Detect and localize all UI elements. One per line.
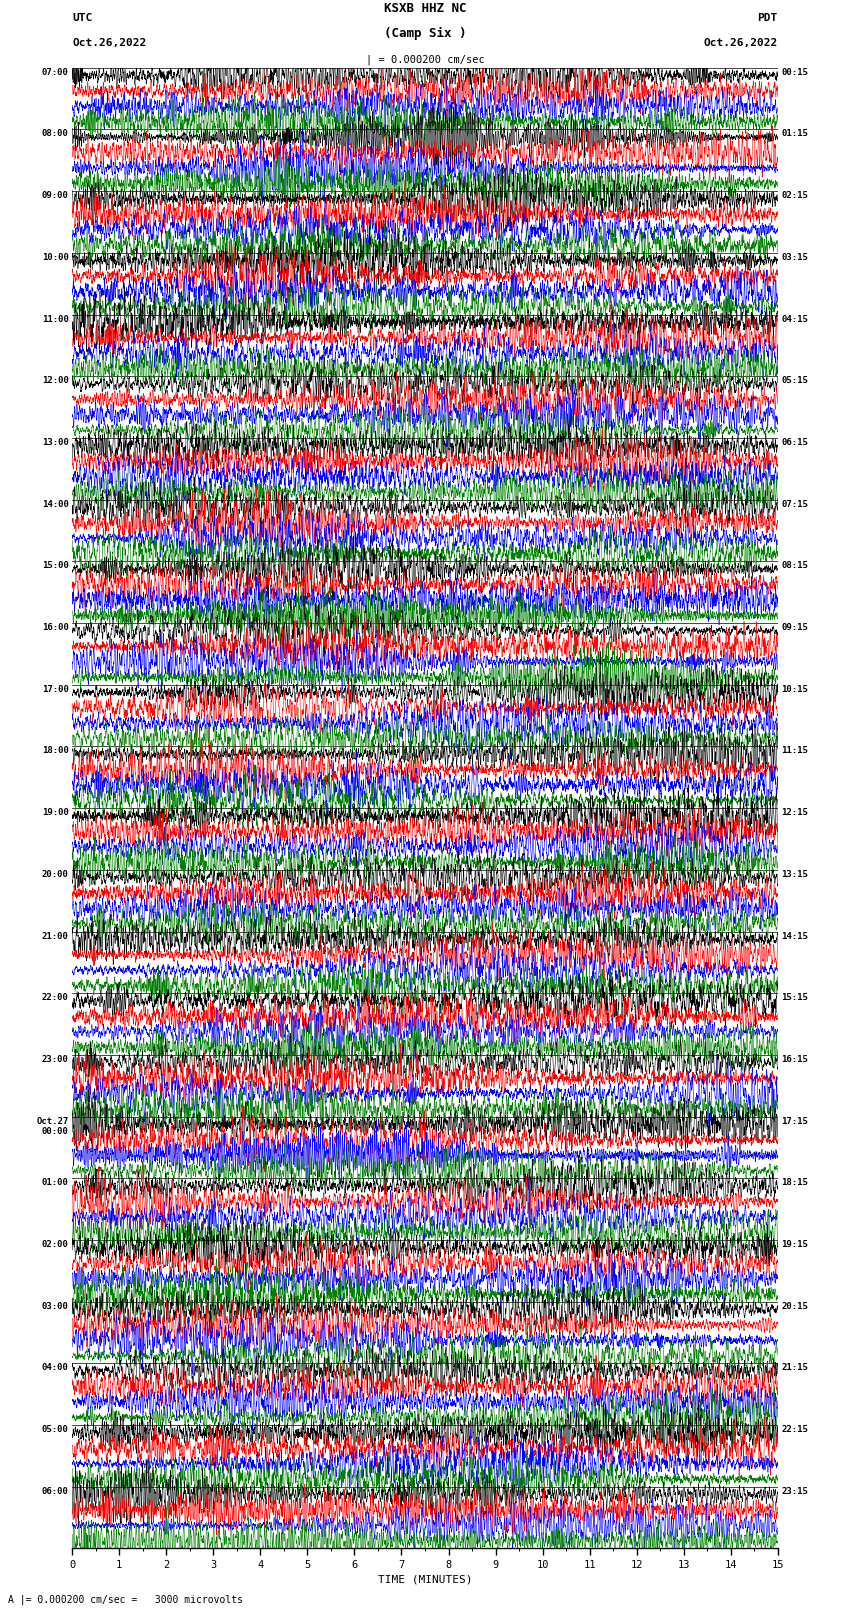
Text: 10:15: 10:15 (781, 686, 808, 694)
Text: 17:00: 17:00 (42, 686, 69, 694)
Text: 03:15: 03:15 (781, 253, 808, 261)
Text: 14:15: 14:15 (781, 932, 808, 940)
Text: UTC: UTC (72, 13, 93, 23)
Text: 13:00: 13:00 (42, 439, 69, 447)
Text: 03:00: 03:00 (42, 1302, 69, 1311)
Text: 08:15: 08:15 (781, 561, 808, 571)
Text: 00:15: 00:15 (781, 68, 808, 77)
Text: 04:00: 04:00 (42, 1363, 69, 1373)
Text: 02:15: 02:15 (781, 192, 808, 200)
Text: 07:00: 07:00 (42, 68, 69, 77)
Text: 20:00: 20:00 (42, 869, 69, 879)
Text: 05:15: 05:15 (781, 376, 808, 386)
Text: 17:15: 17:15 (781, 1116, 808, 1126)
Text: 09:00: 09:00 (42, 192, 69, 200)
Text: 21:15: 21:15 (781, 1363, 808, 1373)
Text: 22:15: 22:15 (781, 1426, 808, 1434)
Text: A |= 0.000200 cm/sec =   3000 microvolts: A |= 0.000200 cm/sec = 3000 microvolts (8, 1594, 243, 1605)
Text: 21:00: 21:00 (42, 932, 69, 940)
Text: 05:00: 05:00 (42, 1426, 69, 1434)
Text: 11:15: 11:15 (781, 747, 808, 755)
Text: 13:15: 13:15 (781, 869, 808, 879)
Text: 16:15: 16:15 (781, 1055, 808, 1065)
Text: 12:00: 12:00 (42, 376, 69, 386)
Text: 23:15: 23:15 (781, 1487, 808, 1495)
Text: 09:15: 09:15 (781, 623, 808, 632)
Text: 11:00: 11:00 (42, 315, 69, 324)
Text: 06:15: 06:15 (781, 439, 808, 447)
Text: 12:15: 12:15 (781, 808, 808, 818)
Text: 06:00: 06:00 (42, 1487, 69, 1495)
Text: Oct.26,2022: Oct.26,2022 (72, 39, 146, 48)
Text: PDT: PDT (757, 13, 778, 23)
Text: 08:00: 08:00 (42, 129, 69, 139)
Text: 04:15: 04:15 (781, 315, 808, 324)
Text: 15:15: 15:15 (781, 994, 808, 1002)
Text: (Camp Six ): (Camp Six ) (383, 27, 467, 40)
Text: 07:15: 07:15 (781, 500, 808, 508)
Text: 19:00: 19:00 (42, 808, 69, 818)
Text: Oct.27
00:00: Oct.27 00:00 (37, 1116, 69, 1136)
Text: 01:00: 01:00 (42, 1177, 69, 1187)
Text: 15:00: 15:00 (42, 561, 69, 571)
Text: 19:15: 19:15 (781, 1240, 808, 1248)
Text: 20:15: 20:15 (781, 1302, 808, 1311)
Text: 23:00: 23:00 (42, 1055, 69, 1065)
Text: 02:00: 02:00 (42, 1240, 69, 1248)
Text: 16:00: 16:00 (42, 623, 69, 632)
Text: KSXB HHZ NC: KSXB HHZ NC (383, 2, 467, 15)
Text: 10:00: 10:00 (42, 253, 69, 261)
Text: 18:00: 18:00 (42, 747, 69, 755)
Text: 22:00: 22:00 (42, 994, 69, 1002)
Text: Oct.26,2022: Oct.26,2022 (704, 39, 778, 48)
Text: | = 0.000200 cm/sec: | = 0.000200 cm/sec (366, 53, 484, 65)
Text: 14:00: 14:00 (42, 500, 69, 508)
Text: 01:15: 01:15 (781, 129, 808, 139)
X-axis label: TIME (MINUTES): TIME (MINUTES) (377, 1574, 473, 1584)
Text: 18:15: 18:15 (781, 1177, 808, 1187)
